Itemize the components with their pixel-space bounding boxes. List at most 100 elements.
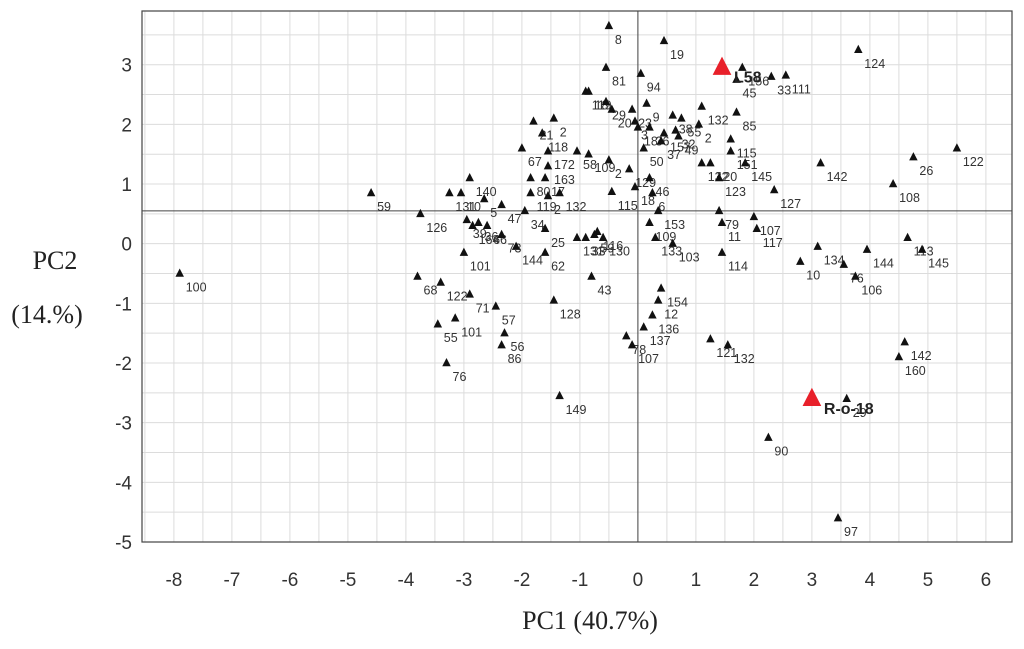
x-tick-label: 2 [749, 570, 760, 591]
data-point-marker [714, 173, 724, 182]
data-point-marker [732, 74, 741, 83]
data-point-marker [587, 271, 596, 280]
data-point-label: 62 [551, 260, 565, 274]
data-point-label: 142 [827, 170, 848, 184]
data-point-label: 2 [554, 203, 561, 217]
data-point-label: 123 [725, 185, 746, 199]
data-point-label: 6 [658, 200, 665, 214]
data-point-marker [651, 232, 660, 241]
data-point-label: 149 [566, 403, 587, 417]
data-point-marker [862, 244, 872, 253]
data-point-marker [645, 173, 654, 182]
data-point-label: 86 [508, 352, 522, 366]
data-point-marker [572, 232, 582, 241]
highlight-label: R-o-18 [824, 401, 874, 418]
data-point-marker [601, 96, 611, 105]
data-point-marker [732, 107, 741, 116]
data-point-marker [659, 128, 669, 137]
data-point-label: 3 [641, 128, 648, 142]
data-point-marker [738, 62, 747, 71]
data-point-label: 107 [638, 352, 659, 366]
x-tick-label: 6 [981, 570, 992, 591]
data-point-marker [468, 220, 477, 230]
data-point-marker [604, 20, 614, 30]
data-point-marker [465, 289, 474, 298]
data-point-label: 134 [824, 254, 845, 268]
data-point-marker [796, 256, 805, 265]
data-point-label: 106 [861, 284, 882, 298]
data-point-marker [639, 143, 648, 152]
y-tick-label: -1 [115, 294, 132, 315]
data-point-marker [645, 122, 654, 131]
data-point-marker [549, 295, 559, 304]
data-point-marker [717, 247, 727, 256]
data-point-marker [917, 244, 927, 253]
data-point-marker [581, 232, 590, 241]
data-point-label: 114 [728, 260, 748, 274]
data-point-label: 79 [725, 218, 739, 232]
x-tick-label: -7 [223, 570, 240, 591]
data-point-label: 57 [502, 313, 516, 327]
data-point-marker [450, 313, 460, 322]
data-point-label: 153 [664, 218, 685, 232]
data-point-label: 111 [792, 82, 811, 96]
data-point-label: 55 [687, 125, 701, 139]
y-axis-label-line2: (14.%) [11, 300, 83, 329]
data-point-marker [500, 328, 509, 337]
data-point-marker [706, 334, 715, 343]
data-point-marker [656, 283, 666, 292]
data-point-label: 29 [853, 406, 867, 420]
data-point-label: 33 [592, 245, 606, 259]
data-point-marker [714, 205, 724, 215]
data-point-marker [648, 310, 657, 319]
data-point-label: 121 [716, 346, 737, 360]
data-point-label: 132 [708, 113, 729, 127]
highlight-label: L58 [734, 70, 762, 87]
data-point-marker [433, 319, 443, 328]
y-tick-label: -4 [115, 473, 132, 494]
data-point-label: 10 [467, 200, 481, 214]
y-tick-label: 2 [121, 115, 132, 136]
data-point-label: 124 [864, 57, 885, 71]
data-point-label: 115 [737, 146, 757, 160]
x-tick-label: -4 [397, 570, 414, 591]
y-axis-label-line1: PC2 [32, 246, 78, 275]
data-point-marker [555, 187, 564, 197]
data-point-marker [726, 146, 735, 155]
data-point-label: 85 [743, 119, 757, 133]
data-point-marker [671, 125, 680, 134]
data-point-marker [726, 134, 735, 143]
data-point-marker [833, 513, 843, 522]
data-point-marker [491, 301, 501, 310]
data-point-marker [540, 247, 550, 256]
data-point-label: 109 [595, 161, 616, 175]
data-point-label: 34 [531, 218, 545, 232]
data-point-label: 26 [919, 164, 933, 178]
axes [141, 10, 1013, 543]
data-point-label: 160 [905, 364, 926, 378]
data-point-marker [900, 337, 909, 346]
data-point-marker [584, 86, 593, 95]
data-point-label: 78 [632, 343, 646, 357]
data-point-marker [639, 322, 648, 331]
data-point-label: 145 [751, 170, 772, 184]
x-tick-label: 5 [923, 570, 934, 591]
data-point-marker [645, 217, 654, 227]
data-point-label: 122 [447, 289, 468, 303]
data-point-marker [479, 193, 489, 203]
y-tick-label: -2 [115, 354, 132, 375]
data-point-marker [520, 205, 530, 215]
data-point-marker [668, 110, 677, 119]
data-point-label: 133 [661, 245, 682, 259]
data-point-marker [636, 68, 646, 77]
data-point-marker [752, 223, 762, 233]
data-point-label: 43 [598, 284, 612, 298]
data-point-marker [366, 187, 376, 197]
x-tick-label: 0 [633, 570, 644, 591]
data-point-marker [740, 158, 750, 167]
data-point-marker [511, 241, 521, 250]
data-point-label: 5 [490, 206, 497, 220]
data-point-label: 25 [551, 236, 565, 250]
data-point-marker [540, 173, 550, 182]
